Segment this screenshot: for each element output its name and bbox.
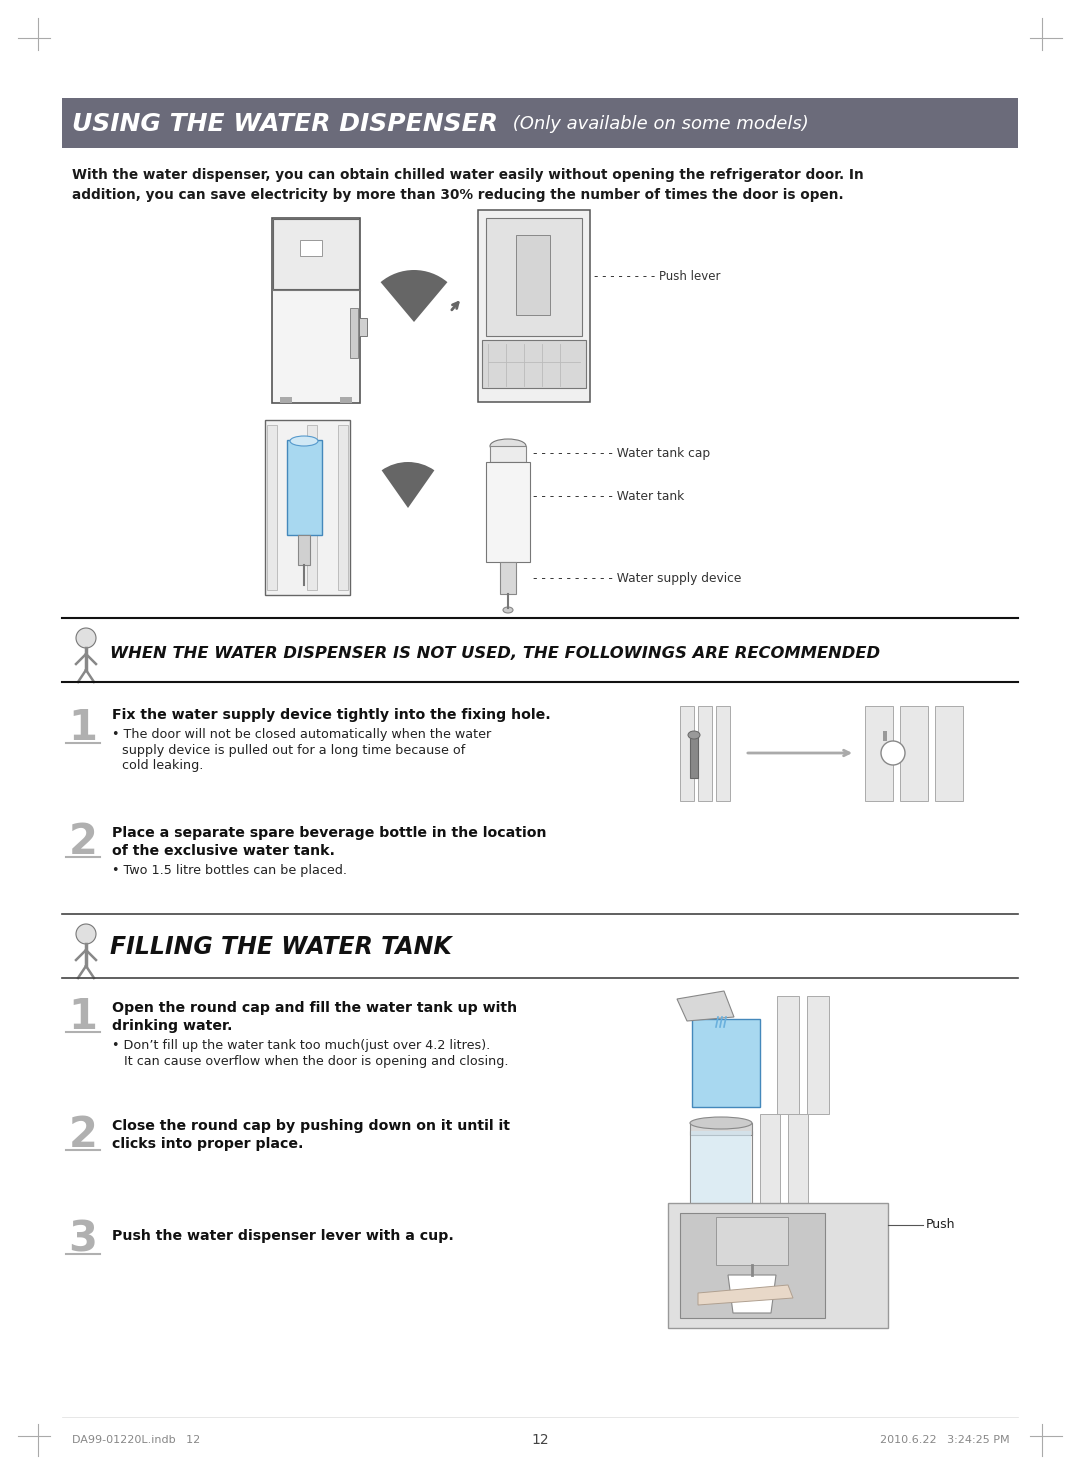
- Bar: [359, 318, 367, 336]
- Bar: [680, 1213, 825, 1318]
- Text: USING THE WATER DISPENSER: USING THE WATER DISPENSER: [72, 112, 498, 136]
- Bar: [788, 1114, 808, 1219]
- Bar: [935, 706, 963, 800]
- Text: It can cause overflow when the door is opening and closing.: It can cause overflow when the door is o…: [112, 1055, 509, 1069]
- Bar: [267, 425, 276, 590]
- Text: - - - - - - - - - - Water supply device: - - - - - - - - - - Water supply device: [534, 572, 741, 585]
- Bar: [692, 1019, 760, 1107]
- Bar: [516, 234, 550, 315]
- Bar: [690, 1131, 752, 1216]
- Bar: [478, 209, 590, 402]
- Bar: [690, 1123, 752, 1135]
- Bar: [807, 996, 829, 1114]
- Wedge shape: [381, 461, 434, 509]
- Bar: [298, 535, 310, 565]
- Circle shape: [881, 741, 905, 765]
- Text: • Don’t fill up the water tank too much(just over 4.2 litres).: • Don’t fill up the water tank too much(…: [112, 1039, 490, 1052]
- Bar: [865, 706, 893, 800]
- Bar: [272, 218, 360, 402]
- Polygon shape: [728, 1275, 777, 1313]
- Text: Fix the water supply device tightly into the fixing hole.: Fix the water supply device tightly into…: [112, 708, 551, 722]
- Text: FILLING THE WATER TANK: FILLING THE WATER TANK: [110, 935, 451, 960]
- Bar: [690, 733, 698, 778]
- Text: addition, you can save electricity by more than 30% reducing the number of times: addition, you can save electricity by mo…: [72, 189, 843, 202]
- Bar: [490, 447, 526, 461]
- Bar: [716, 1218, 788, 1265]
- Bar: [760, 1114, 780, 1219]
- Text: supply device is pulled out for a long time because of: supply device is pulled out for a long t…: [122, 744, 465, 758]
- Text: 12: 12: [531, 1433, 549, 1447]
- Bar: [900, 706, 928, 800]
- Text: Place a separate spare beverage bottle in the location: Place a separate spare beverage bottle i…: [112, 825, 546, 840]
- Ellipse shape: [490, 439, 526, 453]
- Bar: [350, 308, 357, 358]
- Bar: [273, 220, 359, 289]
- Text: - - - - - - - - - - Water tank: - - - - - - - - - - Water tank: [534, 489, 685, 503]
- Ellipse shape: [503, 607, 513, 613]
- Bar: [300, 240, 322, 256]
- Text: Push the water dispenser lever with a cup.: Push the water dispenser lever with a cu…: [112, 1229, 454, 1243]
- Bar: [340, 397, 352, 402]
- Bar: [698, 706, 712, 800]
- Bar: [287, 441, 322, 535]
- Text: 1: 1: [68, 708, 97, 749]
- Text: With the water dispenser, you can obtain chilled water easily without opening th: With the water dispenser, you can obtain…: [72, 168, 864, 181]
- Ellipse shape: [690, 1117, 752, 1129]
- Text: DA99-01220L.indb   12: DA99-01220L.indb 12: [72, 1436, 200, 1445]
- Text: cold leaking.: cold leaking.: [122, 759, 203, 772]
- Ellipse shape: [688, 731, 700, 738]
- Polygon shape: [677, 991, 734, 1021]
- Text: • Two 1.5 litre bottles can be placed.: • Two 1.5 litre bottles can be placed.: [112, 864, 347, 877]
- Text: • The door will not be closed automatically when the water: • The door will not be closed automatica…: [112, 728, 491, 741]
- Bar: [716, 706, 730, 800]
- Bar: [307, 425, 318, 590]
- Bar: [669, 1203, 888, 1328]
- Circle shape: [76, 628, 96, 649]
- Text: Push: Push: [926, 1219, 956, 1231]
- Text: drinking water.: drinking water.: [112, 1019, 232, 1033]
- Text: WHEN THE WATER DISPENSER IS NOT USED, THE FOLLOWINGS ARE RECOMMENDED: WHEN THE WATER DISPENSER IS NOT USED, TH…: [110, 646, 880, 660]
- Bar: [777, 996, 799, 1114]
- Polygon shape: [698, 1285, 793, 1304]
- Text: Close the round cap by pushing down on it until it: Close the round cap by pushing down on i…: [112, 1119, 510, 1134]
- Bar: [486, 218, 582, 336]
- Bar: [280, 397, 292, 402]
- Text: (Only available on some models): (Only available on some models): [507, 115, 809, 133]
- Bar: [62, 97, 1018, 147]
- Bar: [500, 562, 516, 594]
- Circle shape: [76, 924, 96, 943]
- Bar: [482, 340, 586, 388]
- Text: 2: 2: [68, 821, 97, 862]
- Ellipse shape: [291, 436, 318, 447]
- Text: 1: 1: [68, 996, 97, 1038]
- Text: 3: 3: [68, 1218, 97, 1260]
- Bar: [265, 420, 350, 595]
- Bar: [338, 425, 348, 590]
- Text: clicks into proper place.: clicks into proper place.: [112, 1136, 303, 1151]
- Bar: [691, 1131, 751, 1215]
- Text: - - - - - - - - Push lever: - - - - - - - - Push lever: [594, 270, 720, 283]
- Text: 2010.6.22   3:24:25 PM: 2010.6.22 3:24:25 PM: [880, 1436, 1010, 1445]
- Text: - - - - - - - - - - Water tank cap: - - - - - - - - - - Water tank cap: [534, 447, 711, 460]
- Bar: [680, 706, 694, 800]
- Bar: [883, 731, 887, 741]
- Text: 2: 2: [68, 1114, 97, 1156]
- Bar: [486, 461, 530, 562]
- Text: of the exclusive water tank.: of the exclusive water tank.: [112, 845, 335, 858]
- Wedge shape: [380, 270, 447, 321]
- Text: Open the round cap and fill the water tank up with: Open the round cap and fill the water ta…: [112, 1001, 517, 1016]
